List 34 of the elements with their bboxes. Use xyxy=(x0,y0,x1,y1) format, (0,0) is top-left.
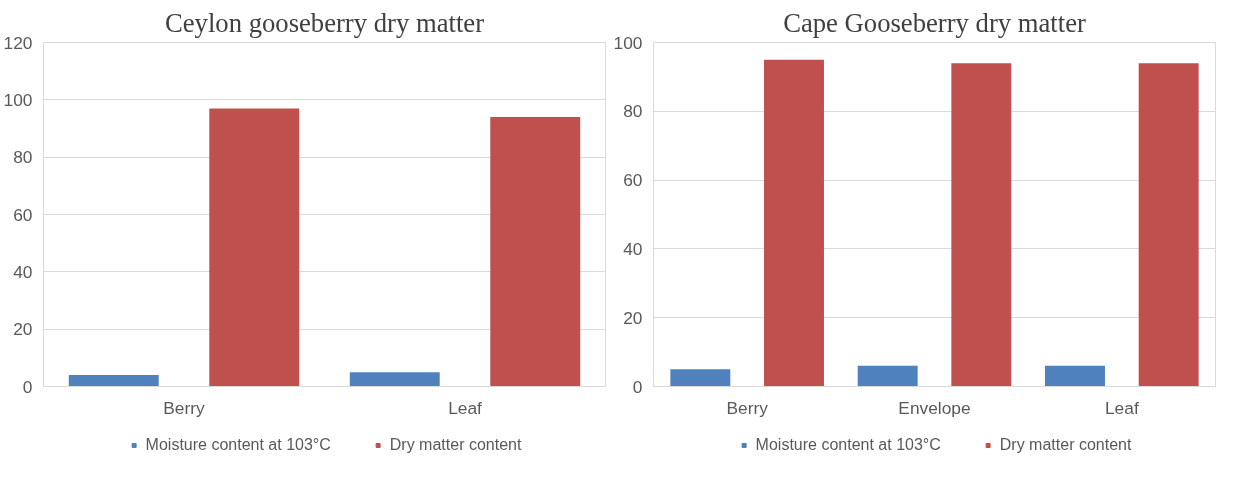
x-tick-label: Envelope xyxy=(898,397,971,418)
y-tick-label: 60 xyxy=(623,170,643,191)
y-tick-label: 20 xyxy=(623,307,643,328)
bar xyxy=(764,59,824,387)
y-tick-label: 40 xyxy=(13,261,33,282)
bar xyxy=(857,365,918,387)
x-tick-label: Leaf xyxy=(448,397,483,418)
y-tick-label: 80 xyxy=(623,101,643,122)
bar xyxy=(68,375,159,387)
bar xyxy=(209,108,300,387)
x-tick-label: Berry xyxy=(163,397,206,418)
legend-label: Dry matter content xyxy=(999,436,1132,454)
y-tick-label: 0 xyxy=(632,376,643,397)
y-tick-label: 20 xyxy=(13,319,33,340)
bar xyxy=(670,369,731,387)
bar xyxy=(1138,63,1199,387)
chart-title: Cape Gooseberry dry matter xyxy=(783,7,1086,38)
legend-label: Dry matter content xyxy=(389,436,522,454)
y-tick-label: 80 xyxy=(13,147,33,168)
chart-title: Ceylon gooseberry dry matter xyxy=(164,7,485,38)
bar xyxy=(490,117,581,387)
legend-label: Moisture content at 103°C xyxy=(145,436,331,454)
y-tick-label: 120 xyxy=(3,32,33,53)
y-tick-label: 100 xyxy=(613,32,643,53)
x-tick-label: Leaf xyxy=(1104,397,1139,418)
y-tick-label: 60 xyxy=(13,204,33,225)
bar xyxy=(951,63,1012,387)
y-tick-label: 0 xyxy=(22,376,33,397)
y-tick-label: 100 xyxy=(3,89,33,110)
legend-label: Moisture content at 103°C xyxy=(755,436,941,454)
x-tick-label: Berry xyxy=(726,397,769,418)
y-tick-label: 40 xyxy=(623,238,643,259)
bar xyxy=(1045,365,1105,387)
bar xyxy=(349,372,440,387)
